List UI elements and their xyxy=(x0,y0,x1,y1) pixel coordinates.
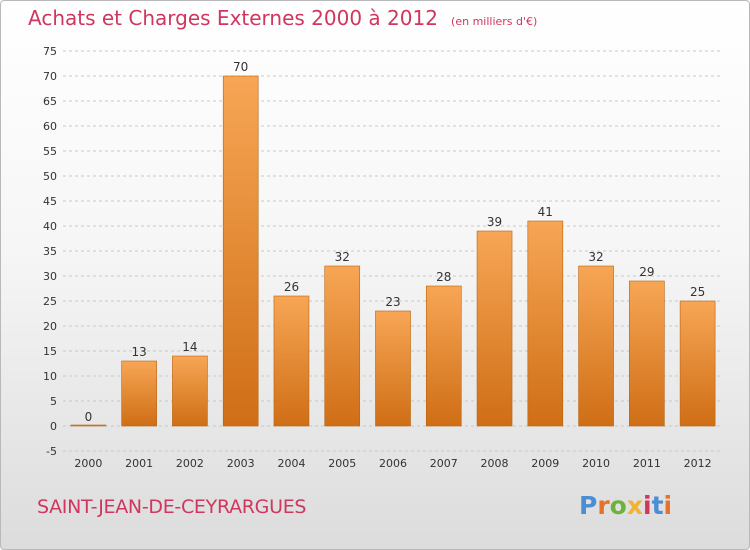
bar-2002 xyxy=(172,355,208,427)
bar-2001 xyxy=(121,360,157,427)
x-tick-label: 2000 xyxy=(74,457,102,470)
x-tick-label: 2010 xyxy=(582,457,610,470)
x-tick-label: 2007 xyxy=(430,457,458,470)
bar-2012 xyxy=(679,300,716,427)
y-axis-ticks: -5 0 5 10 15 20 25 30 35 40 45 50 55 60 65 70 75 xyxy=(43,45,57,458)
y-tick-label: 5 xyxy=(50,395,57,408)
chart-title: Achats et Charges Externes 2000 à 2012 xyxy=(28,6,438,30)
x-tick-label: 2001 xyxy=(125,457,153,470)
y-tick-label: 50 xyxy=(43,170,57,183)
y-tick-label: 30 xyxy=(43,270,57,283)
data-label-2011: 29 xyxy=(639,265,654,279)
y-tick-label: 55 xyxy=(43,145,57,158)
bar-2011 xyxy=(629,280,665,427)
data-label-2007: 28 xyxy=(436,270,451,284)
data-label-2001: 13 xyxy=(132,345,147,359)
data-label-2000: 0 xyxy=(85,410,93,424)
x-tick-label: 2006 xyxy=(379,457,407,470)
bar-2008 xyxy=(476,230,513,427)
bar-2010 xyxy=(578,265,614,427)
bar-2003 xyxy=(222,75,259,427)
logo-letter: x xyxy=(626,491,643,520)
x-tick-label: 2012 xyxy=(684,457,712,470)
y-tick-label: 10 xyxy=(43,370,57,383)
data-labels: 0 13 14 70 26 32 23 28 39 41 32 29 25 xyxy=(85,60,706,424)
logo-letter: o xyxy=(609,491,627,520)
x-tick-label: 2011 xyxy=(633,457,661,470)
data-label-2005: 32 xyxy=(335,250,350,264)
logo-letter: t xyxy=(651,491,664,520)
bar-2000 xyxy=(70,424,107,427)
x-tick-label: 2004 xyxy=(277,457,305,470)
y-tick-label: 70 xyxy=(43,70,57,83)
x-tick-label: 2008 xyxy=(481,457,509,470)
x-tick-label: 2002 xyxy=(176,457,204,470)
data-label-2002: 14 xyxy=(182,340,197,354)
y-tick-label: 60 xyxy=(43,120,57,133)
proxiti-logo[interactable]: Proxiti xyxy=(579,491,672,520)
data-label-2004: 26 xyxy=(284,280,299,294)
data-label-2009: 41 xyxy=(538,205,553,219)
logo-letter: r xyxy=(597,491,610,520)
y-tick-label: 35 xyxy=(43,245,57,258)
logo-letter: P xyxy=(579,491,598,520)
y-tick-label: -5 xyxy=(46,445,57,458)
y-tick-label: 40 xyxy=(43,220,57,233)
x-axis-ticks: 2000 2001 2002 2003 2004 2005 2006 2007 2008 2009… xyxy=(74,457,711,470)
x-tick-label: 2009 xyxy=(531,457,559,470)
x-tick-label: 2005 xyxy=(328,457,356,470)
y-tick-label: 45 xyxy=(43,195,57,208)
bar-2005 xyxy=(324,265,361,427)
place-name: SAINT-JEAN-DE-CEYRARGUES xyxy=(37,496,307,518)
x-tick-label: 2003 xyxy=(227,457,255,470)
bar-2007 xyxy=(425,285,462,427)
data-label-2010: 32 xyxy=(588,250,603,264)
data-label-2008: 39 xyxy=(487,215,502,229)
bar-2006 xyxy=(375,310,411,427)
logo-letter: i xyxy=(663,491,673,520)
y-tick-label: 20 xyxy=(43,320,57,333)
data-label-2006: 23 xyxy=(385,295,400,309)
bar-2009 xyxy=(527,220,564,427)
y-tick-label: 25 xyxy=(43,295,57,308)
title-line: Achats et Charges Externes 2000 à 2012 (… xyxy=(28,6,537,30)
chart-subtitle: (en milliers d'€) xyxy=(451,15,538,28)
data-label-2003: 70 xyxy=(233,60,248,74)
y-tick-label: 0 xyxy=(50,420,57,433)
y-tick-label: 75 xyxy=(43,45,57,58)
data-label-2012: 25 xyxy=(690,285,705,299)
y-tick-label: 65 xyxy=(43,95,57,108)
logo-letter: i xyxy=(643,491,652,520)
bars xyxy=(70,75,716,427)
y-tick-label: 15 xyxy=(43,345,57,358)
bar-2004 xyxy=(273,295,310,427)
